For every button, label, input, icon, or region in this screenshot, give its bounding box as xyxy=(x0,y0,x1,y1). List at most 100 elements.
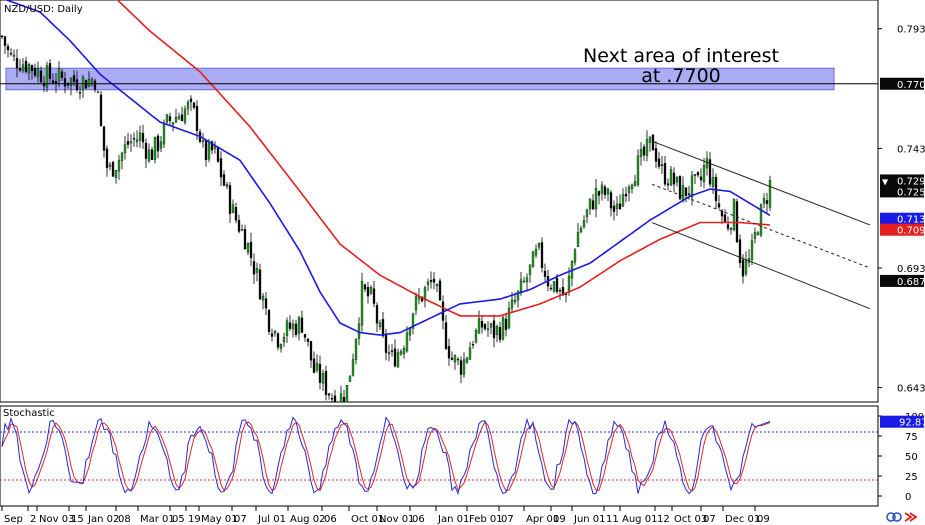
candle xyxy=(180,106,184,122)
candle xyxy=(387,344,391,362)
svg-text:0.6876: 0.6876 xyxy=(897,277,925,288)
candle xyxy=(135,130,139,148)
price-tag: 0.7136 xyxy=(880,212,925,226)
candle xyxy=(165,113,169,124)
candle xyxy=(327,392,331,400)
candle xyxy=(402,345,406,359)
candle xyxy=(615,196,619,217)
candle xyxy=(255,262,259,282)
ma-slow-line xyxy=(116,0,771,317)
candle xyxy=(369,284,373,295)
candle xyxy=(735,198,739,243)
candle xyxy=(252,253,256,284)
candle xyxy=(15,49,19,78)
stochastic-lines xyxy=(0,416,878,496)
candle xyxy=(63,71,67,94)
candle xyxy=(759,203,763,238)
candle xyxy=(465,356,469,364)
candle xyxy=(120,151,124,170)
stochastic-axis: 100755025092.87 xyxy=(878,412,925,503)
time-tick-label: Jan 02 xyxy=(87,514,119,525)
svg-text:0.7700: 0.7700 xyxy=(897,80,925,91)
candle xyxy=(339,385,343,402)
candle xyxy=(603,184,607,199)
symbol-label: NZD/USD: Daily xyxy=(4,4,83,15)
candle xyxy=(525,273,529,291)
candle xyxy=(270,328,274,342)
arrow-right-icon[interactable] xyxy=(904,512,918,522)
link-icon[interactable] xyxy=(886,512,902,522)
candle xyxy=(6,43,10,58)
candle xyxy=(324,365,328,401)
candle xyxy=(219,151,223,186)
candle xyxy=(297,315,301,341)
candle xyxy=(0,34,4,39)
candle xyxy=(624,186,628,203)
candle xyxy=(117,154,121,180)
candle xyxy=(447,338,451,366)
candle xyxy=(261,293,265,310)
candle xyxy=(471,340,475,349)
candle xyxy=(246,242,250,256)
time-tick-label: Apr 01 xyxy=(526,514,559,525)
candle xyxy=(87,71,91,88)
time-tick-label: 06 xyxy=(324,514,337,525)
candle xyxy=(591,193,595,211)
candle xyxy=(630,183,634,194)
indicator-label: Stochastic xyxy=(3,408,55,419)
time-tick-label: Mar 01 xyxy=(140,514,175,525)
candle xyxy=(375,302,379,333)
candle xyxy=(186,99,190,116)
candle xyxy=(636,149,640,187)
candle xyxy=(288,315,292,332)
candle xyxy=(405,326,409,353)
candle xyxy=(453,354,457,370)
candle xyxy=(573,247,577,266)
moving-averages xyxy=(4,0,771,336)
candle xyxy=(561,278,565,297)
candle xyxy=(249,232,253,267)
candle xyxy=(702,157,706,189)
price-pane[interactable] xyxy=(0,0,879,403)
candle xyxy=(150,146,154,160)
candle xyxy=(450,351,454,361)
price-tag: 0.7258 xyxy=(880,185,925,198)
candle xyxy=(225,181,229,189)
candle xyxy=(477,310,481,334)
time-tick-label: 06 xyxy=(412,514,425,525)
candle xyxy=(549,284,553,291)
candle xyxy=(741,254,745,284)
candle xyxy=(660,156,664,175)
time-tick-label: Nov 01 xyxy=(379,514,414,525)
candle xyxy=(588,198,592,215)
candle xyxy=(234,202,238,224)
candle xyxy=(492,314,496,348)
candle xyxy=(366,281,370,304)
candle xyxy=(672,167,676,193)
candle xyxy=(765,192,769,213)
candle xyxy=(708,151,712,187)
candle xyxy=(594,179,598,218)
candle xyxy=(507,301,511,330)
time-tick-label: Jan 01 xyxy=(437,514,469,525)
candle xyxy=(294,319,298,337)
candle xyxy=(300,310,304,334)
candle xyxy=(102,126,106,158)
candle xyxy=(426,278,430,292)
candle xyxy=(696,171,700,178)
candle xyxy=(474,328,478,344)
candle xyxy=(495,324,499,343)
candle xyxy=(108,162,112,171)
stochastic-tick-label: 0 xyxy=(905,492,911,503)
ma-fast-line xyxy=(4,0,771,336)
candle xyxy=(621,188,625,207)
candle xyxy=(333,389,337,402)
candle xyxy=(654,141,658,169)
candle xyxy=(96,90,100,94)
time-tick-label: Jun 01 xyxy=(573,514,606,525)
candle xyxy=(57,61,61,88)
candle xyxy=(483,322,487,331)
candle xyxy=(315,354,319,373)
